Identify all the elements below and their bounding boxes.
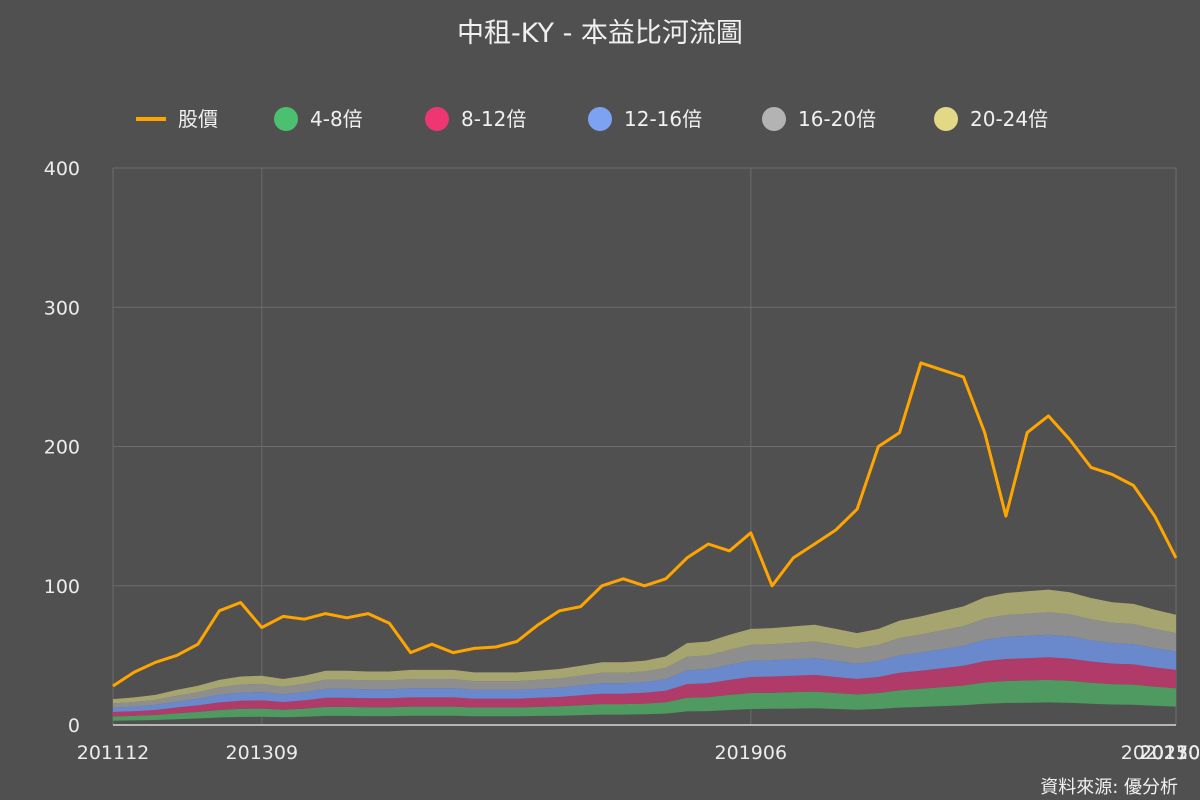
y-axis: 0 100 200 300 400 [44,158,80,737]
y-tick-label: 300 [44,297,80,319]
legend-circle-swatch [425,107,449,131]
x-tick-label: 202105 [1140,742,1200,764]
band-4-8 [113,679,1176,721]
legend-label: 8-12倍 [461,107,526,131]
band-20-24 [113,589,1176,704]
legend-item: 16-20倍 [762,107,876,131]
data-source-note: 資料來源: 優分析 [1040,777,1178,798]
price-layer [112,361,1178,688]
y-tick-label: 400 [44,158,80,180]
x-tick-label: 201508 [1140,742,1200,764]
legend-label: 20-24倍 [970,107,1048,131]
y-tick-label: 0 [68,715,80,737]
legend-label: 4-8倍 [310,107,363,131]
price-line [112,361,1178,688]
legend-item: 12-16倍 [588,107,702,131]
band-8-12 [113,657,1176,717]
y-tick-label: 100 [44,576,80,598]
x-tick-label: 201112 [77,742,150,764]
legend-label: 12-16倍 [624,107,702,131]
legend-item: 股價 [136,107,218,131]
x-tick-label: 202304 [1140,742,1200,764]
legend-circle-swatch [934,107,958,131]
x-tick-label: 201906 [715,742,788,764]
band-16-20 [113,612,1176,708]
y-tick-label: 200 [44,437,80,459]
legend-circle-swatch [274,107,298,131]
legend-circle-swatch [762,107,786,131]
legend-item: 20-24倍 [934,107,1048,131]
x-tick-label: 202... [1121,742,1175,764]
legend-label: 股價 [178,107,218,131]
legend-item: 8-12倍 [425,107,526,131]
x-tick-label: 201707 [1140,742,1200,764]
x-tick-label: 201309 [226,742,299,764]
legend: 股價 4-8倍 8-12倍 12-16倍 16-20倍 20-24倍 [136,107,1048,131]
chart-title: 中租-KY - 本益比河流圖 [457,18,743,49]
legend-circle-swatch [588,107,612,131]
legend-item: 4-8倍 [274,107,363,131]
band-12-16 [113,634,1176,712]
legend-label: 16-20倍 [798,107,876,131]
x-axis: 201112 201309 201508201707 201906 2021052023… [77,724,1200,764]
pe-bands [113,589,1176,721]
